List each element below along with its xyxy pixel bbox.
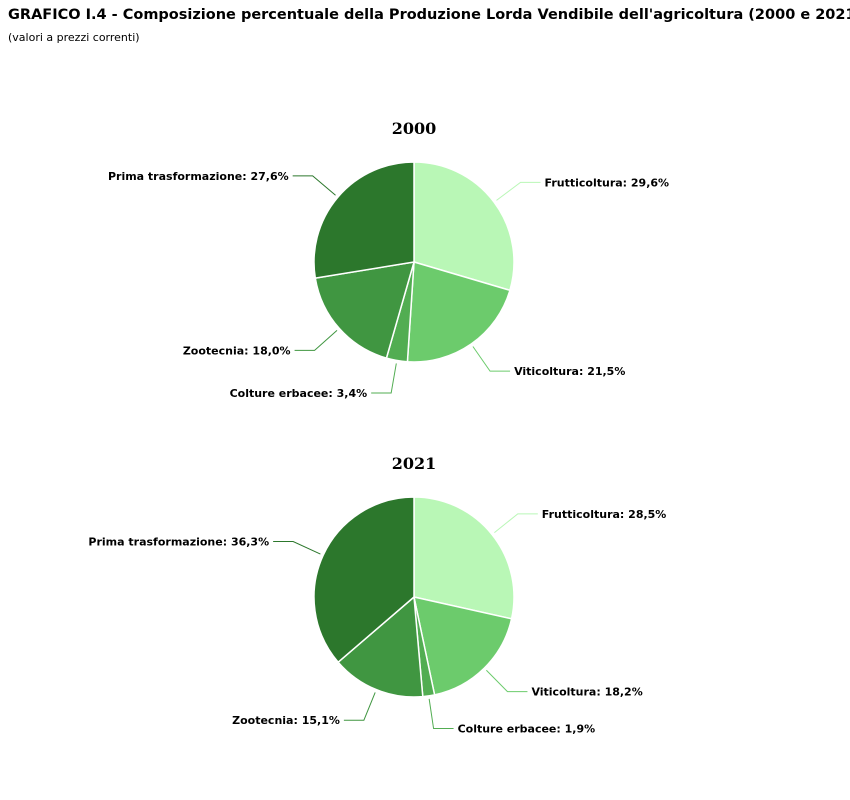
connector-colture-erbacee [428, 698, 454, 730]
connector-colture-erbacee [371, 363, 397, 394]
connector-prima-trasformazione [273, 541, 321, 555]
pie-slice-zootecnia [314, 261, 416, 360]
slice-label-prima-trasformazione: Prima trasformazione: 36,3% [88, 536, 269, 549]
slice-label-zootecnia: Zootecnia: 15,1% [232, 714, 340, 727]
pie-slice-viticoltura [413, 596, 513, 696]
connector-viticoltura [472, 346, 511, 372]
pie-slice-viticoltura [406, 261, 511, 363]
connector-viticoltura [486, 669, 528, 693]
connector-frutticoltura [496, 181, 541, 201]
connector-frutticoltura [494, 513, 538, 533]
pie-slice-zootecnia [337, 595, 424, 698]
slice-label-prima-trasformazione: Prima trasformazione: 27,6% [108, 170, 289, 183]
chart-title: 2021 [392, 454, 437, 473]
pie-slice-frutticoltura [413, 496, 515, 620]
pie-slice-frutticoltura [413, 161, 515, 292]
pie-chart-2021: 2021 Frutticoltura: 28,5% Viticoltura: 18,… [88, 454, 667, 736]
slice-label-zootecnia: Zootecnia: 18,0% [183, 344, 291, 357]
page-title: GRAFICO I.4 - Composizione percentuale d… [8, 7, 850, 23]
slice-label-frutticoltura: Frutticoltura: 29,6% [545, 176, 670, 189]
pie-chart-2000: 2000 Frutticoltura: 29,6% Viticoltura: 21,… [108, 119, 670, 400]
connector-zootecnia [343, 692, 376, 721]
pie-slice-prima-trasformazione [313, 496, 415, 664]
slice-label-viticoltura: Viticoltura: 18,2% [531, 686, 642, 699]
slice-label-frutticoltura: Frutticoltura: 28,5% [542, 508, 667, 521]
slice-label-colture-erbacee: Colture erbacee: 1,9% [458, 723, 596, 736]
connector-zootecnia [294, 330, 338, 351]
page-subtitle: (valori a prezzi correnti) [8, 31, 140, 44]
slice-label-viticoltura: Viticoltura: 21,5% [514, 365, 625, 378]
slice-label-colture-erbacee: Colture erbacee: 3,4% [230, 387, 368, 400]
connector-prima-trasformazione [292, 175, 336, 196]
chart-title: 2000 [392, 119, 437, 138]
pie-slice-prima-trasformazione [313, 161, 415, 279]
